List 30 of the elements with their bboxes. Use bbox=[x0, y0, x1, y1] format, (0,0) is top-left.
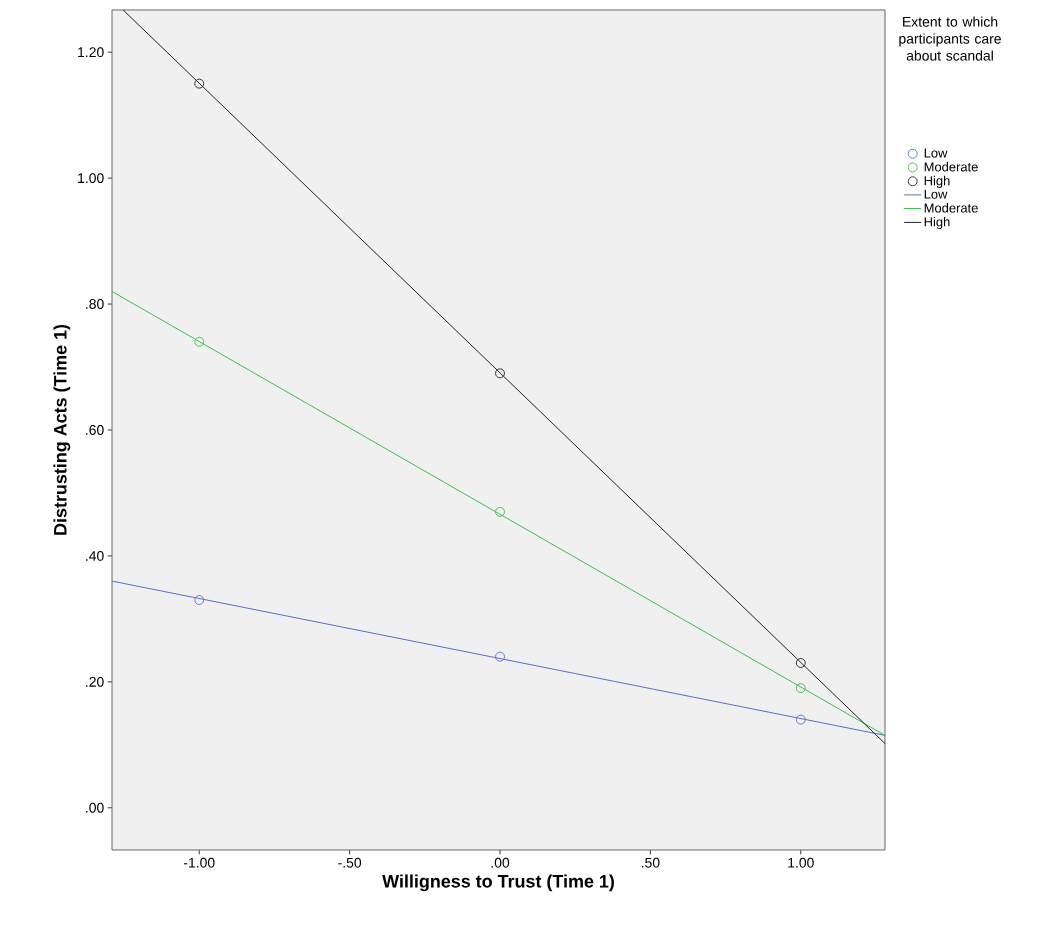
legend-label: Low bbox=[924, 189, 948, 199]
y-tick-label: 1.20 bbox=[78, 47, 104, 58]
legend-label: High bbox=[924, 175, 950, 188]
legend-label: Moderate bbox=[924, 203, 978, 213]
legend-label: High bbox=[924, 216, 950, 230]
point bbox=[795, 683, 806, 694]
legend-label: Moderate bbox=[924, 161, 978, 172]
y-tick-label: .40 bbox=[86, 550, 104, 561]
x-tick-label: .00 bbox=[491, 857, 510, 868]
point bbox=[795, 658, 806, 668]
x-axis-title: Willigness to Trust (Time 1) bbox=[382, 874, 614, 892]
point bbox=[194, 336, 205, 347]
point bbox=[495, 651, 505, 662]
y-tick-label: 1.00 bbox=[78, 173, 104, 184]
y-tick-label: .20 bbox=[86, 676, 104, 687]
y-tick-label: .00 bbox=[86, 802, 104, 813]
point bbox=[194, 78, 205, 89]
x-tick-label: 1.00 bbox=[788, 857, 814, 868]
x-tick-label: -1.00 bbox=[183, 857, 215, 868]
point bbox=[495, 506, 505, 517]
legend-title: Extent to which participants care about scandal bbox=[899, 16, 1001, 61]
point bbox=[194, 595, 205, 605]
x-tick-label: .50 bbox=[641, 857, 660, 868]
y-tick-label: .80 bbox=[86, 299, 104, 309]
x-tick-label: -.50 bbox=[338, 857, 362, 868]
point bbox=[495, 368, 505, 379]
y-tick-label: .60 bbox=[86, 425, 104, 435]
point bbox=[795, 714, 806, 725]
legend-label: Low bbox=[924, 148, 948, 158]
y-axis-title: Distrusting Acts (Time 1) bbox=[53, 324, 71, 535]
